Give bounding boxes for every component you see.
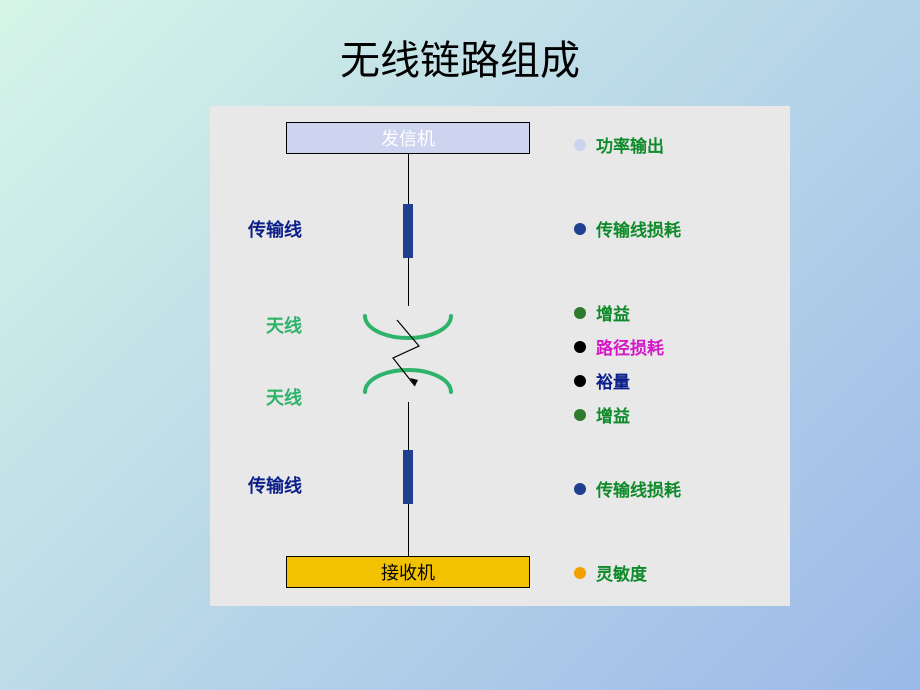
legend-bullet-icon — [574, 307, 586, 319]
legend-bullet-icon — [574, 483, 586, 495]
antenna-arc-bottom — [365, 370, 451, 392]
legend-text: 传输线损耗 — [596, 216, 681, 241]
antenna-arc-top — [365, 316, 451, 338]
legend-item-5: 增益 — [574, 402, 630, 427]
legend-bullet-icon — [574, 409, 586, 421]
legend-text: 裕量 — [596, 368, 630, 393]
legend-item-0: 功率输出 — [574, 132, 664, 157]
legend-text: 灵敏度 — [596, 560, 647, 585]
antenna-symbol — [0, 0, 920, 690]
legend-text: 功率输出 — [596, 132, 664, 157]
left-label-3: 传输线 — [248, 472, 302, 498]
legend-bullet-icon — [574, 567, 586, 579]
legend-bullet-icon — [574, 223, 586, 235]
legend-bullet-icon — [574, 139, 586, 151]
propagation-zigzag — [393, 320, 419, 386]
legend-item-7: 灵敏度 — [574, 560, 647, 585]
legend-text: 传输线损耗 — [596, 476, 681, 501]
legend-item-2: 增益 — [574, 300, 630, 325]
legend-item-3: 路径损耗 — [574, 334, 664, 359]
legend-bullet-icon — [574, 375, 586, 387]
legend-bullet-icon — [574, 341, 586, 353]
legend-item-1: 传输线损耗 — [574, 216, 681, 241]
legend-text: 增益 — [596, 402, 630, 427]
legend-item-6: 传输线损耗 — [574, 476, 681, 501]
left-label-0: 传输线 — [248, 216, 302, 242]
left-label-1: 天线 — [266, 312, 302, 338]
legend-text: 路径损耗 — [596, 334, 664, 359]
legend-item-4: 裕量 — [574, 368, 630, 393]
legend-text: 增益 — [596, 300, 630, 325]
left-label-2: 天线 — [266, 384, 302, 410]
